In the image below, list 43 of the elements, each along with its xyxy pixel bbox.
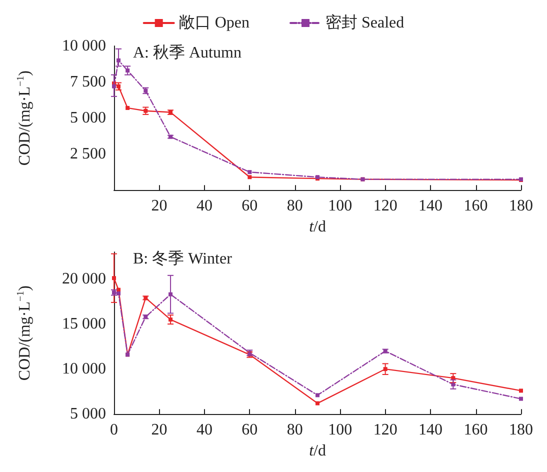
- y-tick-label: 20 000: [62, 270, 106, 288]
- x-tick-label: 120: [373, 422, 398, 439]
- x-tick-label: 40: [196, 422, 212, 439]
- x-tick-label: 160: [464, 422, 488, 439]
- x-tick-label: 160: [464, 198, 488, 215]
- x-tick-label: 140: [418, 422, 443, 439]
- x-tick-label: 40: [196, 198, 212, 215]
- point: [519, 396, 523, 401]
- point: [316, 401, 320, 406]
- x-tick-label: 20: [151, 422, 168, 439]
- legend-label: 敞口 Open: [178, 14, 250, 32]
- x-tick-label: 180: [509, 422, 533, 439]
- point: [519, 388, 523, 393]
- y-tick-label: 15 000: [62, 316, 106, 333]
- y-axis-title: COD/(mg·L−1): [16, 286, 34, 381]
- point: [248, 175, 252, 180]
- x-tick-label: 80: [286, 422, 303, 439]
- x-tick-label: 60: [242, 198, 258, 215]
- x-tick-label: 80: [286, 198, 303, 215]
- x-axis-title: t/d: [309, 442, 326, 460]
- y-tick-label: 5 000: [70, 110, 106, 127]
- y-tick-label: 5 000: [70, 406, 106, 423]
- y-tick-label: 10 000: [62, 360, 106, 378]
- x-tick-label: 100: [328, 198, 352, 215]
- legend-label: 密封 Sealed: [326, 14, 404, 32]
- x-tick-label: 100: [328, 422, 352, 439]
- chart-title: A: 秋季 Autumn: [133, 44, 242, 62]
- x-tick-label: 120: [373, 198, 398, 215]
- x-axis-title: t/d: [309, 218, 326, 236]
- point: [248, 170, 252, 174]
- point: [126, 106, 130, 110]
- point: [116, 291, 121, 296]
- chart-title: B: 冬季 Winter: [133, 250, 233, 268]
- x-tick-label: 180: [509, 198, 533, 215]
- y-tick-label: 7 500: [70, 74, 106, 91]
- point: [316, 393, 320, 398]
- x-tick-label: 140: [418, 198, 443, 215]
- y-tick-label: 2 500: [70, 146, 106, 163]
- y-tick-label: 10 000: [62, 38, 106, 54]
- x-tick-label: 60: [242, 422, 258, 439]
- y-axis-title: COD/(mg·L−1): [16, 70, 34, 166]
- x-tick-label: 20: [151, 198, 168, 215]
- x-tick-label: 0: [110, 422, 118, 439]
